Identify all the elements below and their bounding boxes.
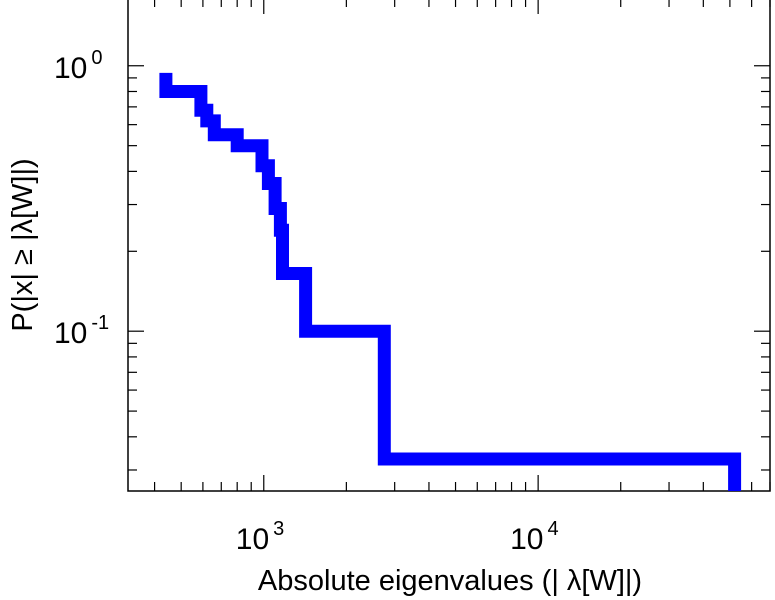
x-tick-label: 10 4	[510, 518, 559, 556]
x-axis-label: Absolute eigenvalues (| λ[W]|)	[258, 565, 642, 597]
x-tick-label: 10 3	[236, 518, 285, 556]
axis-ticks	[128, 0, 771, 491]
y-tick-label: 10 0	[54, 47, 103, 85]
plot-frame	[127, 0, 771, 492]
y-axis-label: P(|x| ≥ |λ[W]|)	[7, 158, 39, 331]
series-line	[159, 72, 742, 491]
tick-labels: 10 3 10 4 10 0 10 -1	[54, 47, 559, 556]
y-tick-label: 10 -1	[54, 312, 109, 350]
